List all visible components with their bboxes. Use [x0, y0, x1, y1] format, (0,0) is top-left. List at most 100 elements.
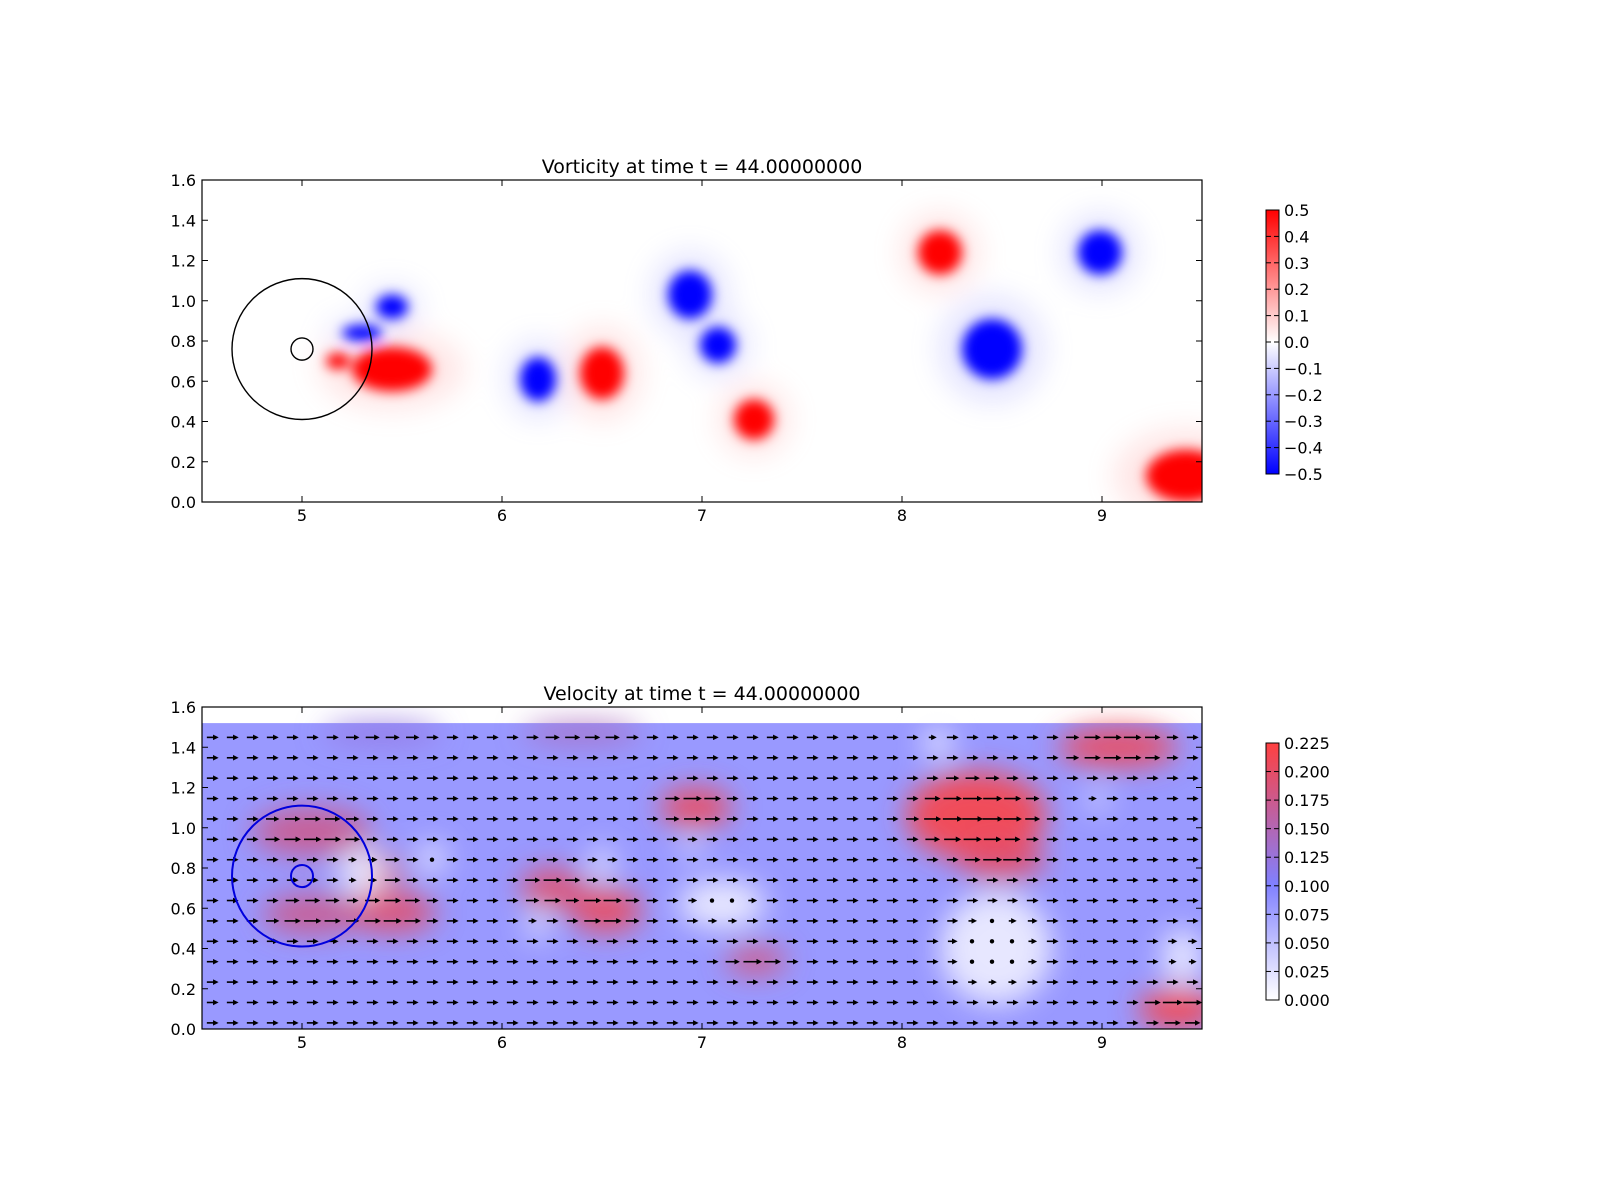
colorbar-tick-label: −0.1 — [1284, 359, 1323, 378]
fast-flow-region — [726, 946, 786, 975]
colorbar-tick-label: 0.200 — [1284, 763, 1330, 782]
cylinder-circle — [231, 804, 373, 948]
fast-flow-region — [348, 892, 436, 933]
fast-flow-region — [522, 723, 642, 744]
slow-flow-region — [1162, 928, 1202, 985]
colorbar-tick-label: 0.075 — [1284, 905, 1330, 924]
velocity-panel: Velocity at time t = 44.00000000 5 6 7 8 9 0.… — [171, 683, 1330, 1052]
colorbar-tick-label: 0.225 — [1284, 734, 1330, 753]
y-tick-label: 0.2 — [171, 980, 196, 999]
colorbar-tick-label: −0.4 — [1284, 439, 1323, 458]
negative-vortex — [376, 294, 408, 319]
y-tick-label: 0.0 — [171, 493, 196, 512]
fast-flow-region — [660, 787, 732, 828]
fast-flow-region — [1058, 727, 1178, 768]
velocity-ticks: 5 6 7 8 9 0.0 0.2 0.4 0.6 0.8 1.0 1.2 1.4 1.6 — [171, 698, 1202, 1052]
velocity-title: Velocity at time t = 44.00000000 — [543, 683, 860, 705]
x-tick-label: 9 — [1097, 506, 1107, 525]
slow-flow-region — [590, 847, 614, 881]
y-tick-label: 1.2 — [171, 779, 196, 798]
quiver-arrow — [1009, 939, 1015, 944]
slow-flow-region — [338, 847, 386, 897]
negative-vortex — [520, 357, 556, 402]
fast-flow-region — [252, 807, 372, 856]
x-tick-label: 6 — [497, 506, 507, 525]
negative-vortex — [1078, 230, 1122, 275]
colorbar-tick-label: −0.3 — [1284, 412, 1323, 431]
vorticity-ticks: 5 6 7 8 9 0.0 0.2 0.4 0.6 0.8 1.0 1.2 1.4 1.6 — [171, 171, 1202, 525]
y-tick-label: 1.0 — [171, 292, 196, 311]
colorbar-tick-label: −0.5 — [1284, 465, 1323, 484]
y-tick-label: 0.8 — [171, 859, 196, 878]
y-tick-label: 0.2 — [171, 453, 196, 472]
x-tick-label: 8 — [897, 506, 907, 525]
positive-vortex — [580, 347, 624, 400]
fast-flow-region — [262, 894, 362, 935]
positive-vortex — [734, 399, 774, 440]
colorbar-tick-label: 0.000 — [1284, 991, 1330, 1010]
colorbar-tick-label: 0.5 — [1284, 201, 1309, 220]
fast-flow-region — [906, 771, 1046, 860]
quiver-arrow — [969, 959, 975, 964]
velocity-colorbar-ticks: 0.000 0.025 0.050 0.075 0.100 0.125 0.150 0.175… — [1266, 734, 1330, 1010]
y-tick-label: 0.4 — [171, 940, 196, 959]
y-tick-label: 0.0 — [171, 1020, 196, 1039]
y-tick-label: 0.6 — [171, 372, 196, 391]
fast-flow-region — [322, 723, 442, 744]
vorticity-core-layer — [326, 230, 1202, 502]
positive-vortex — [1146, 449, 1202, 502]
quiver-arrow — [969, 939, 975, 944]
cylinder-circles — [231, 804, 373, 948]
colorbar-tick-label: 0.1 — [1284, 307, 1309, 326]
cylinder-circle — [231, 277, 373, 421]
colorbar-tick-label: 0.125 — [1284, 848, 1330, 867]
colorbar-tick-label: 0.150 — [1284, 820, 1330, 839]
cylinder-circle — [290, 863, 314, 889]
y-tick-label: 0.4 — [171, 413, 196, 432]
velocity-quiver — [206, 734, 1202, 1026]
y-tick-label: 1.2 — [171, 252, 196, 271]
velocity-magnitude-field — [202, 723, 1202, 1029]
negative-vortex — [700, 326, 736, 364]
quiver-arrow — [989, 939, 995, 944]
slow-flow-region — [678, 880, 766, 929]
positive-vortex — [326, 353, 350, 370]
x-tick-label: 7 — [697, 1033, 707, 1052]
colorbar-tick-label: −0.2 — [1284, 386, 1323, 405]
x-tick-label: 8 — [897, 1033, 907, 1052]
fast-flow-region — [1138, 988, 1202, 1029]
y-tick-label: 1.4 — [171, 211, 196, 230]
colorbar-tick-label: 0.100 — [1284, 877, 1330, 896]
colorbar-tick-label: 0.0 — [1284, 333, 1309, 352]
vorticity-panel: Vorticity at time t = 44.00000000 5 6 7 8 9 0… — [171, 156, 1323, 525]
negative-vortex — [962, 318, 1022, 380]
x-tick-label: 5 — [297, 506, 307, 525]
colorbar-tick-label: 0.175 — [1284, 791, 1330, 810]
slow-flow-region — [1088, 789, 1108, 810]
y-tick-label: 1.0 — [171, 819, 196, 838]
x-tick-label: 7 — [697, 506, 707, 525]
slow-flow-region — [528, 908, 548, 941]
cylinder-circles — [231, 277, 373, 421]
vorticity-field — [316, 212, 1202, 502]
positive-vortex — [918, 230, 962, 275]
quiver-arrow — [1009, 959, 1015, 964]
cylinder-circle — [290, 337, 314, 361]
quiver-arrow — [709, 898, 715, 903]
vorticity-title: Vorticity at time t = 44.00000000 — [542, 156, 863, 178]
quiver-arrow — [989, 918, 995, 924]
fast-flow-region — [570, 888, 642, 933]
colorbar-tick-label: 0.4 — [1284, 227, 1309, 246]
slow-flow-region — [924, 727, 952, 760]
y-tick-label: 1.6 — [171, 698, 196, 717]
x-tick-label: 5 — [297, 1033, 307, 1052]
y-tick-label: 0.6 — [171, 899, 196, 918]
vorticity-colorbar-ticks: −0.5 −0.4 −0.3 −0.2 −0.1 0.0 0.1 0.2 0.3 0.4 0.5 — [1266, 201, 1323, 484]
quiver-arrow — [729, 898, 735, 903]
positive-vortex — [352, 347, 432, 392]
colorbar-tick-label: 0.3 — [1284, 254, 1309, 273]
negative-vortex — [668, 270, 712, 319]
y-tick-label: 0.8 — [171, 332, 196, 351]
slow-flow-region — [682, 837, 702, 858]
